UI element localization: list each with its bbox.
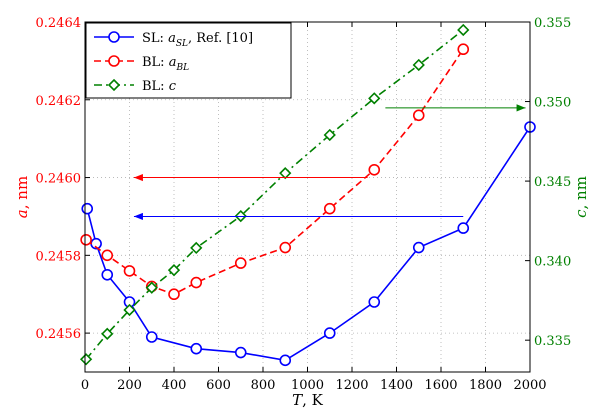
legend-label: BL: c [142, 79, 177, 94]
data-point [368, 296, 381, 308]
data-point [168, 288, 180, 301]
data-point [145, 331, 158, 343]
data-point [167, 264, 181, 277]
data-point [412, 109, 425, 122]
data-point [234, 257, 247, 269]
x-tick-label: 0 [81, 378, 89, 393]
x-axis-unit: , K [302, 391, 324, 409]
data-point [234, 346, 247, 359]
x-tick-label: 200 [117, 378, 142, 393]
x-tick-label: 1400 [380, 378, 413, 393]
y-right-axis-unit: , nm [572, 176, 590, 209]
data-point [101, 268, 114, 281]
x-axis-var: T [292, 391, 303, 409]
y-left-tick-label: 0.2462 [36, 94, 82, 109]
data-point [123, 265, 136, 277]
y-right-tick-label: 0.350 [534, 96, 571, 111]
x-tick-label: 400 [162, 378, 187, 393]
legend-label: SL: aSL, Ref. [10] [142, 31, 253, 49]
data-point [323, 128, 336, 142]
y-axis-right: 0.335 0.340 0.345 0.350 0.355 [525, 16, 571, 349]
legend-subscript: BL [175, 63, 189, 73]
data-point [457, 43, 470, 56]
y-axis-left: 0.2456 0.2458 0.2460 0.2462 0.2464 [36, 16, 90, 342]
legend-entry: BL: aBL [94, 55, 189, 73]
data-point [145, 281, 158, 294]
data-point [412, 241, 425, 254]
legend-var: a [169, 55, 177, 70]
y-right-tick-label: 0.345 [534, 175, 571, 190]
legend-marker [108, 31, 120, 43]
y-right-tick-label: 0.335 [534, 334, 571, 349]
series-line [85, 29, 464, 360]
y-left-axis-title: a, nm [13, 176, 31, 218]
x-tick-label: 1000 [291, 378, 324, 393]
y-right-tick-label: 0.355 [534, 16, 571, 31]
y-right-tick-label: 0.340 [534, 255, 571, 270]
legend-prefix: BL: [142, 55, 169, 70]
legend-marker [107, 78, 121, 92]
legend-entry: SL: aSL, Ref. [10] [94, 31, 253, 49]
data-point [279, 167, 292, 180]
data-point [457, 23, 470, 37]
data-point [101, 327, 114, 340]
annotation-layer [133, 104, 526, 221]
data-point [81, 202, 94, 215]
series-1 [80, 43, 470, 301]
data-point [412, 58, 425, 72]
data-point [190, 241, 203, 255]
data-point [79, 353, 93, 366]
y-left-axis-unit: , nm [13, 176, 31, 209]
y-right-axis-var: c [572, 209, 590, 218]
data-point [123, 303, 136, 317]
y-left-axis-var: a [13, 209, 31, 218]
x-tick-label: 2000 [513, 378, 546, 393]
x-tick-label: 1600 [424, 378, 457, 393]
data-point [368, 163, 381, 176]
legend-subscript: SL [176, 39, 188, 49]
x-tick-label: 1800 [469, 378, 502, 393]
legend-suffix: , Ref. [10] [188, 31, 253, 46]
series-line [86, 126, 531, 362]
y-left-tick-label: 0.2456 [36, 327, 82, 342]
data-point [279, 241, 292, 254]
legend-label: BL: aBL [142, 55, 189, 73]
data-point [368, 92, 381, 105]
legend-var: c [169, 79, 177, 94]
legend-entry: BL: c [94, 78, 177, 94]
data-point [457, 222, 470, 234]
legend-marker [108, 55, 120, 67]
y-right-axis-title: c, nm [572, 176, 590, 218]
x-tick-label: 600 [206, 378, 231, 393]
legend-prefix: BL: [142, 79, 169, 94]
data-point [323, 327, 336, 339]
y-left-tick-label: 0.2464 [36, 16, 82, 31]
series-2 [79, 23, 470, 366]
x-axis: 0 200 400 600 800 1000 1200 1400 1600 1800 2000 [81, 22, 547, 393]
x-tick-label: 1200 [335, 378, 368, 393]
legend-prefix: SL: [142, 31, 168, 46]
data-point [279, 354, 292, 367]
data-point [190, 276, 203, 289]
legend-var: a [168, 31, 176, 46]
series-layer [79, 23, 536, 367]
series-0 [81, 121, 536, 367]
x-axis-title: T, K [292, 391, 324, 409]
y-left-tick-label: 0.2458 [36, 249, 82, 264]
x-tick-label: 800 [251, 378, 276, 393]
data-point [323, 202, 336, 215]
data-point [190, 342, 203, 355]
y-left-tick-label: 0.2460 [36, 172, 82, 187]
data-point [80, 233, 92, 246]
data-point [101, 249, 114, 262]
